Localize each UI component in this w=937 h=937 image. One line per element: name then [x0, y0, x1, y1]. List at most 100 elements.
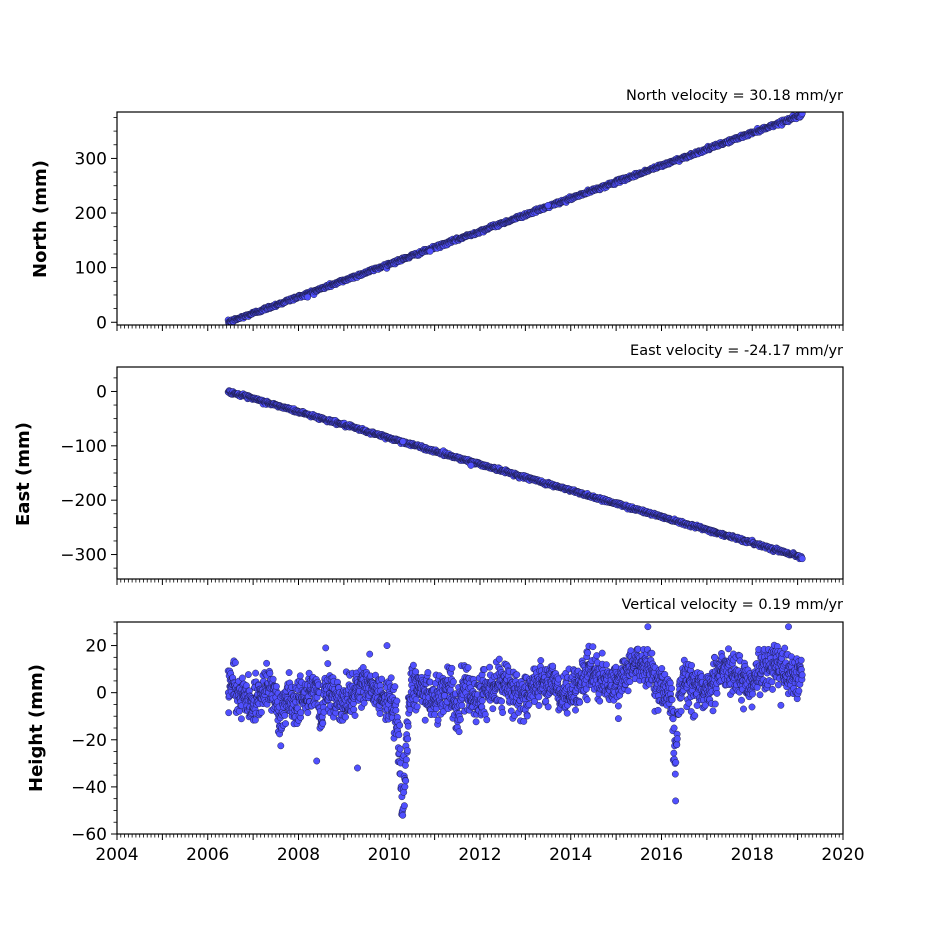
data-point: [670, 724, 678, 732]
data-point: [296, 672, 304, 680]
data-point: [231, 659, 239, 667]
data-point: [671, 770, 679, 778]
data-point: [252, 669, 260, 677]
data-point: [624, 687, 632, 695]
data-point: [285, 669, 293, 677]
data-point: [396, 721, 404, 729]
data-point: [672, 758, 680, 766]
data-point: [277, 742, 285, 750]
data-point: [402, 756, 410, 764]
data-point: [549, 662, 557, 670]
north-title: North velocity = 30.18 mm/yr: [626, 88, 843, 104]
data-point: [672, 797, 680, 805]
data-point: [400, 802, 408, 810]
data-point: [281, 711, 289, 719]
east-title: East velocity = -24.17 mm/yr: [630, 343, 843, 359]
data-point: [251, 716, 259, 724]
data-point: [598, 649, 606, 657]
east-panel: East velocity = -24.17 mm/yr East (mm) 0…: [13, 343, 844, 585]
data-point: [537, 657, 545, 664]
data-point: [544, 201, 552, 209]
data-point: [403, 746, 411, 754]
data-point: [456, 716, 464, 723]
data-point: [401, 761, 409, 769]
data-point: [244, 671, 252, 679]
data-point: [395, 731, 403, 739]
data-point: [282, 720, 290, 728]
data-point: [351, 712, 359, 719]
data-point: [387, 674, 395, 682]
data-point: [685, 699, 693, 707]
data-point: [464, 664, 472, 672]
data-point: [401, 783, 409, 791]
data-point: [589, 643, 597, 651]
north-x-axis: [116, 325, 844, 331]
data-point: [412, 668, 420, 676]
data-point: [297, 709, 305, 717]
data-point: [563, 709, 571, 717]
data-point: [472, 718, 480, 726]
data-point: [648, 649, 656, 657]
data-point: [409, 661, 417, 669]
data-point: [711, 654, 719, 661]
data-point: [269, 675, 277, 683]
data-point: [448, 664, 456, 672]
y-tick-label: −100: [60, 437, 107, 457]
data-point: [513, 671, 521, 679]
data-point: [304, 293, 312, 301]
north-axes-frame: [116, 111, 844, 326]
data-point: [584, 649, 592, 657]
data-point: [392, 706, 400, 714]
data-point: [669, 715, 677, 723]
data-point: [467, 461, 475, 469]
data-point: [263, 659, 271, 667]
data-point: [342, 713, 349, 721]
data-point: [691, 712, 699, 720]
data-point: [798, 112, 806, 117]
data-point: [350, 706, 358, 713]
data-point: [458, 701, 466, 709]
data-point: [654, 706, 662, 714]
data-point: [376, 710, 384, 718]
data-point: [305, 669, 313, 677]
data-point: [673, 741, 681, 749]
data-point: [483, 716, 491, 724]
data-point: [402, 777, 410, 785]
data-point: [391, 683, 399, 691]
y-tick-label: −200: [60, 491, 107, 511]
data-point: [272, 683, 280, 690]
data-point: [495, 655, 503, 663]
data-point: [404, 722, 412, 730]
data-point: [404, 735, 412, 743]
data-point: [360, 699, 368, 707]
data-point: [544, 703, 552, 711]
east-x-axis: [116, 579, 844, 585]
data-point: [399, 438, 407, 445]
data-point: [431, 711, 439, 718]
data-point: [572, 706, 579, 714]
data-point: [693, 702, 701, 709]
y-tick-label: 0: [96, 382, 107, 402]
y-tick-label: −300: [60, 546, 107, 566]
y-tick-label: 200: [75, 204, 107, 224]
data-point: [596, 697, 604, 705]
data-point: [424, 669, 432, 676]
data-point: [396, 745, 404, 753]
data-point: [668, 696, 676, 704]
data-point: [304, 709, 312, 717]
data-point: [486, 663, 494, 671]
data-point: [499, 709, 507, 717]
data-point: [535, 693, 543, 701]
data-point: [583, 696, 591, 704]
data-point: [673, 735, 681, 743]
data-point: [542, 697, 550, 705]
data-point: [709, 707, 717, 715]
north-points: [224, 112, 806, 325]
data-point: [400, 788, 408, 796]
data-point: [324, 660, 332, 668]
north-panel: North velocity = 30.18 mm/yr North (mm) …: [30, 88, 844, 333]
data-point: [399, 811, 407, 819]
data-point: [798, 555, 806, 563]
data-point: [523, 712, 531, 720]
